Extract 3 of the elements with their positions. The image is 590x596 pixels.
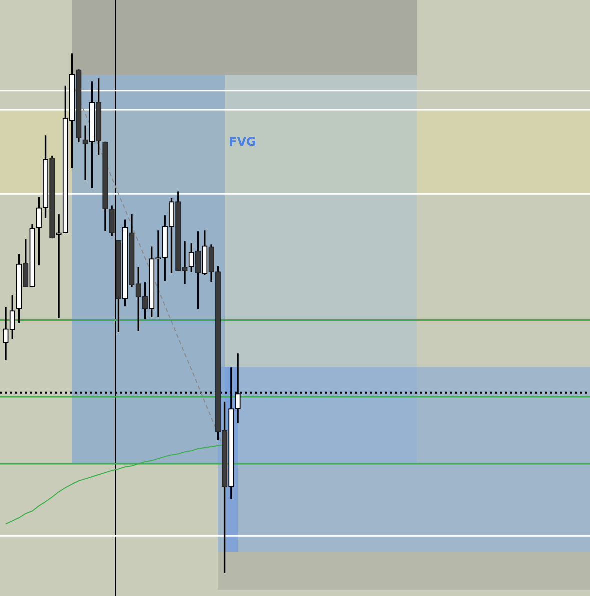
candlestick (56, 214, 62, 318)
annotation: FVG (229, 135, 256, 150)
candlestick (156, 230, 162, 318)
